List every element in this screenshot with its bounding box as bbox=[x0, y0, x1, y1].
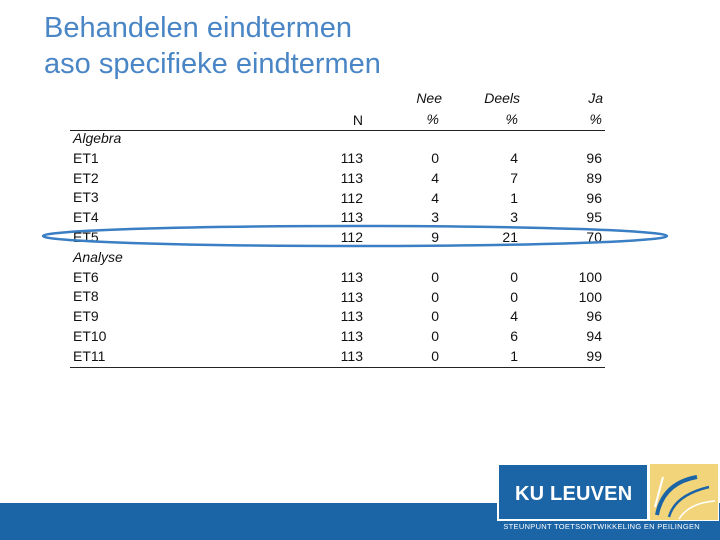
header-nee: Nee bbox=[416, 90, 442, 106]
cell-ja: 96 bbox=[586, 308, 602, 325]
cell-n: 112 bbox=[340, 189, 363, 206]
cell-deels: 0 bbox=[510, 288, 518, 305]
cell-deels: 4 bbox=[510, 308, 518, 325]
logo-box: KU LEUVEN bbox=[497, 463, 649, 521]
slide-title-line1: Behandelen eindtermen bbox=[44, 12, 352, 44]
table-top-rule bbox=[70, 130, 605, 131]
cell-deels: 0 bbox=[510, 268, 518, 285]
cell-n: 113 bbox=[340, 169, 363, 186]
row-label: ET4 bbox=[73, 209, 99, 226]
cell-nee: 0 bbox=[431, 328, 439, 345]
cell-ja: 94 bbox=[586, 328, 602, 345]
cell-nee: 0 bbox=[431, 268, 439, 285]
cell-ja: 70 bbox=[586, 229, 602, 246]
table-bottom-rule bbox=[70, 367, 605, 368]
header-nee-unit: % bbox=[426, 111, 439, 127]
slide-title-line2: aso specifieke eindtermen bbox=[44, 48, 381, 80]
cell-nee: 4 bbox=[431, 169, 439, 186]
cell-deels: 3 bbox=[510, 209, 518, 226]
header-ja: Ja bbox=[588, 90, 603, 106]
row-label: ET9 bbox=[73, 308, 99, 325]
row-label: ET5 bbox=[73, 228, 99, 245]
cell-deels: 7 bbox=[510, 169, 518, 186]
section-label-algebra: Algebra bbox=[73, 130, 122, 146]
row-label: ET6 bbox=[73, 268, 99, 285]
slide-title: Behandelen eindtermen aso specifieke ein… bbox=[44, 10, 381, 82]
row-label: ET3 bbox=[73, 189, 99, 206]
header-deels: Deels bbox=[484, 90, 520, 106]
column-deels: 4 7 1 3 21 0 0 4 6 1 bbox=[470, 149, 518, 367]
cell-n: 113 bbox=[340, 328, 363, 345]
cell-n: 113 bbox=[340, 288, 363, 305]
cell-nee: 0 bbox=[431, 288, 439, 305]
cell-n: 112 bbox=[340, 229, 363, 246]
row-label: ET10 bbox=[73, 327, 107, 344]
cell-nee: 3 bbox=[431, 209, 439, 226]
cell-nee: 0 bbox=[431, 308, 439, 325]
row-label: ET2 bbox=[73, 169, 99, 186]
cell-nee: 4 bbox=[431, 189, 439, 206]
footer-text: STEUNPUNT TOETSONTWIKKELING EN PEILINGEN bbox=[503, 522, 700, 531]
column-nee: 0 4 4 3 9 0 0 0 0 0 bbox=[400, 149, 439, 367]
column-n: 113 113 112 113 112 113 113 113 113 113 bbox=[320, 149, 363, 367]
row-label: ET8 bbox=[73, 288, 99, 305]
logo-text: KU LEUVEN bbox=[515, 483, 633, 505]
cell-nee: 0 bbox=[431, 347, 439, 364]
cell-ja: 96 bbox=[586, 189, 602, 206]
row-labels: Algebra ET1 ET2 ET3 ET4 ET5 Analyse ET6 … bbox=[73, 129, 123, 367]
header-ja-unit: % bbox=[589, 111, 602, 127]
ku-leuven-emblem-icon bbox=[649, 463, 719, 521]
cell-ja: 95 bbox=[586, 209, 602, 226]
cell-ja: 100 bbox=[578, 288, 602, 305]
cell-deels: 6 bbox=[510, 328, 518, 345]
row-label: ET1 bbox=[73, 149, 99, 166]
cell-ja: 99 bbox=[586, 347, 602, 364]
cell-n: 113 bbox=[340, 150, 363, 166]
section-label-analyse: Analyse bbox=[73, 248, 123, 265]
cell-nee: 0 bbox=[431, 150, 439, 166]
cell-deels: 1 bbox=[510, 347, 518, 364]
cell-n: 113 bbox=[340, 347, 363, 364]
header-deels-unit: % bbox=[505, 111, 518, 127]
cell-ja: 100 bbox=[578, 268, 602, 285]
cell-deels: 21 bbox=[502, 229, 518, 246]
cell-n: 113 bbox=[340, 209, 363, 226]
cell-n: 113 bbox=[340, 308, 363, 325]
ku-leuven-logo: KU LEUVEN bbox=[497, 463, 719, 521]
cell-n: 113 bbox=[340, 268, 363, 285]
header-n: N bbox=[352, 112, 363, 128]
row-label: ET11 bbox=[73, 347, 106, 364]
cell-deels: 4 bbox=[510, 150, 518, 166]
cell-ja: 96 bbox=[586, 150, 602, 166]
cell-deels: 1 bbox=[510, 189, 518, 206]
cell-ja: 89 bbox=[586, 169, 602, 186]
column-ja: 96 89 96 95 70 100 100 96 94 99 bbox=[560, 149, 602, 367]
cell-nee: 9 bbox=[431, 229, 439, 246]
